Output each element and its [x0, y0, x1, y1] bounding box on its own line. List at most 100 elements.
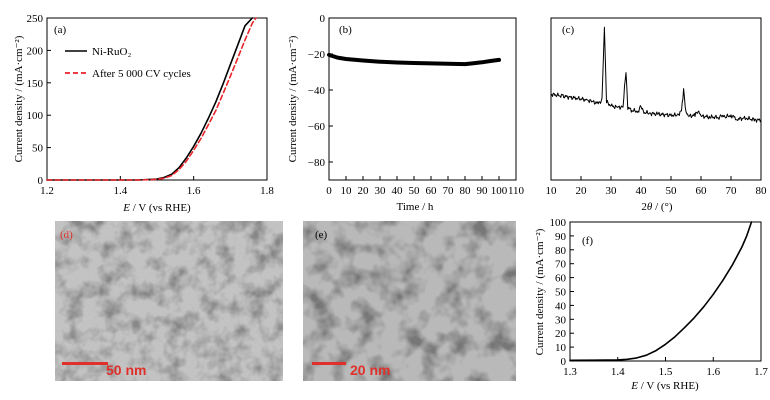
- y-tick-label: 50: [32, 143, 44, 155]
- x-tick-label: 90: [477, 185, 489, 197]
- panel-e-label: (e): [315, 229, 328, 241]
- panel-f-label: (f): [582, 235, 593, 247]
- panel-c-xlabel-var: θ: [647, 201, 653, 213]
- x-tick-label: 40: [392, 185, 404, 197]
- x-tick-label: 70: [726, 185, 738, 197]
- y-tick-label: 100: [27, 110, 44, 122]
- x-tick-label: 1.7: [754, 366, 768, 378]
- y-tick-label: 80: [555, 245, 567, 257]
- legend-label-ni-ruo2: Ni-RuO₂: [92, 46, 131, 58]
- x-tick-label: 80: [756, 185, 768, 197]
- panel-c-xlabel: 2θ / (°): [641, 201, 673, 213]
- y-tick-label: −80: [308, 157, 326, 169]
- panel-a-xlabel: E / V (vs RHE): [122, 202, 191, 214]
- series-line: [46, 17, 257, 181]
- x-tick-label: 20: [358, 185, 370, 197]
- panel-c-frame: [550, 17, 762, 181]
- panel-b-frame: [328, 17, 517, 181]
- x-tick-label: 50: [409, 185, 421, 197]
- series-line: [550, 26, 762, 123]
- x-tick-label: 0: [326, 185, 332, 197]
- panel-f-xlabel-var: E: [630, 380, 638, 392]
- panel-c: (c) 10 20 30 40 50 60 70 80 2θ / (°): [546, 17, 768, 213]
- panel-c-xlabel-prefix: 2: [641, 201, 647, 213]
- y-tick-label: 0: [38, 175, 44, 187]
- panel-c-label: (c): [562, 24, 575, 36]
- panel-f-series: [569, 221, 753, 362]
- x-tick-label: 100: [491, 185, 508, 197]
- panel-a-legend: Ni-RuO₂ After 5 000 CV cycles: [65, 46, 191, 80]
- x-tick-label: 1.4: [113, 185, 127, 197]
- panel-f-xlabel: E / V (vs RHE): [630, 380, 699, 392]
- scale-bar-label-e: 20 nm: [350, 362, 390, 378]
- panel-b-ylabel: Current density / (mA·cm⁻²): [287, 35, 299, 162]
- x-tick-label: 10: [341, 185, 353, 197]
- panel-a-ylabel: Current density / (mA·cm⁻²): [13, 35, 25, 162]
- panel-b-series: [327, 52, 501, 67]
- panel-b-label: (b): [339, 24, 352, 36]
- x-tick-label: 1.2: [40, 185, 54, 197]
- panel-b-ticks: 0 10 20 30 40 50 60 70 80 90 100 110 0 −20 −40 −60 −80: [308, 13, 525, 197]
- y-tick-label: 60: [555, 273, 567, 285]
- panel-a: (a) 1.2 1.4 1.6 1.8 0 50 100 150 200 250 Current …: [13, 13, 274, 214]
- x-tick-label: 30: [606, 185, 618, 197]
- y-tick-label: 200: [27, 45, 44, 57]
- scale-bar-e: [312, 362, 346, 365]
- y-tick-label: 0: [561, 356, 567, 368]
- panel-a-frame: [46, 17, 268, 181]
- x-tick-label: 50: [666, 185, 678, 197]
- y-tick-label: 40: [555, 300, 567, 312]
- panel-c-series: [550, 26, 762, 123]
- x-tick-label: 40: [636, 185, 648, 197]
- panel-a-series: [46, 17, 257, 181]
- series-line: [569, 221, 753, 362]
- panel-f-xlabel-unit: / V (vs RHE): [638, 380, 699, 392]
- panel-a-xlabel-unit: / V (vs RHE): [130, 202, 191, 214]
- scale-bar-d: [62, 362, 108, 365]
- panel-f-frame: [569, 221, 762, 362]
- x-tick-label: 30: [375, 185, 387, 197]
- x-tick-label: 110: [508, 185, 525, 197]
- x-tick-label: 20: [576, 185, 588, 197]
- y-tick-label: 70: [555, 259, 567, 271]
- panel-b-xlabel: Time / h: [397, 201, 434, 213]
- y-tick-label: −40: [308, 85, 326, 97]
- x-tick-label: 1.3: [563, 366, 577, 378]
- x-tick-label: 80: [460, 185, 472, 197]
- y-tick-label: 250: [27, 13, 44, 25]
- panel-d-label: (d): [60, 229, 73, 241]
- x-tick-label: 1.8: [260, 185, 274, 197]
- y-tick-label: 10: [555, 342, 567, 354]
- panel-a-xlabel-var: E: [122, 202, 130, 214]
- x-tick-label: 10: [546, 185, 558, 197]
- y-tick-label: −20: [308, 49, 326, 61]
- panel-e: (e) 20 nm: [303, 221, 516, 381]
- y-tick-label: 30: [555, 314, 567, 326]
- x-tick-label: 70: [443, 185, 455, 197]
- y-tick-label: 150: [27, 78, 44, 90]
- x-tick-label: 1.6: [187, 185, 201, 197]
- panel-a-label: (a): [54, 24, 67, 36]
- x-tick-label: 1.4: [611, 366, 625, 378]
- x-tick-label: 1.5: [659, 366, 673, 378]
- series-line: [327, 52, 501, 67]
- panel-a-ticks: 1.2 1.4 1.6 1.8 0 50 100 150 200 250: [27, 13, 275, 197]
- x-tick-label: 1.6: [706, 366, 720, 378]
- panel-b: (b) 0 10 20 30 40 50 60 70 80 90 100 110 0 −20 −40 −60 −…: [287, 13, 525, 213]
- y-tick-label: 0: [320, 13, 326, 25]
- panel-c-ticks: 10 20 30 40 50 60 70 80: [546, 176, 768, 197]
- y-tick-label: 20: [555, 328, 567, 340]
- y-tick-label: 50: [555, 287, 567, 299]
- panel-f-ylabel: Current density / (mA·cm⁻²): [534, 228, 546, 355]
- tem-image-e: [303, 221, 516, 381]
- scale-bar-label-d: 50 nm: [106, 362, 146, 378]
- y-tick-label: −60: [308, 121, 326, 133]
- panel-c-xlabel-unit: / (°): [652, 201, 673, 213]
- legend-label-after-cycles: After 5 000 CV cycles: [92, 68, 191, 80]
- x-tick-label: 60: [696, 185, 708, 197]
- y-tick-label: 100: [550, 217, 567, 229]
- x-tick-label: 60: [426, 185, 438, 197]
- panel-d: (d) 50 nm: [55, 221, 283, 381]
